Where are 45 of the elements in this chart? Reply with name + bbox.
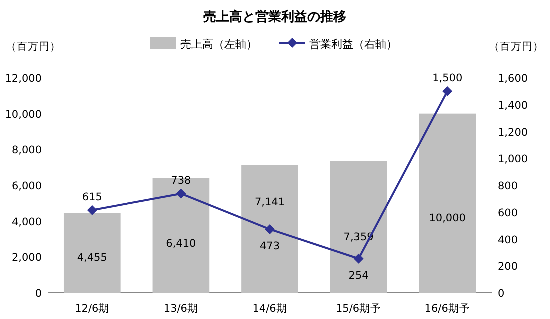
- point: [87, 205, 98, 216]
- x-tick-label: 14/6期: [252, 303, 288, 315]
- data-label: 615: [82, 191, 102, 204]
- data-label: 6,410: [166, 238, 196, 250]
- y2-tick-label: 1,200: [498, 126, 528, 139]
- y-tick-label: 4,000: [12, 216, 42, 228]
- bar: [330, 161, 388, 293]
- y-axis-title: （百万円）: [6, 41, 61, 53]
- data-label: 1,500: [432, 72, 463, 84]
- bar: [64, 213, 121, 293]
- y-tick-label: 0: [35, 288, 42, 300]
- point: [354, 254, 364, 264]
- y2-tick-label: 0: [498, 288, 505, 300]
- x-tick-label: 15/6期予: [336, 303, 382, 315]
- data-label: 10,000: [429, 212, 466, 224]
- chart-title: 売上高と営業利益の推移: [204, 9, 346, 25]
- data-label: 7,141: [254, 196, 286, 208]
- bar: [419, 114, 476, 293]
- y-tick-label: 10,000: [5, 108, 42, 121]
- y2-tick-label: 200: [498, 261, 518, 274]
- data-label: 738: [171, 174, 192, 187]
- data-label: 254: [348, 270, 370, 282]
- y2-axis-title: （百万円）: [489, 41, 544, 53]
- data-label: 4,455: [77, 252, 108, 264]
- bar: [242, 165, 298, 293]
- y2-tick-label: 600: [498, 207, 518, 220]
- y2-tick-label: 400: [498, 234, 518, 246]
- point: [176, 188, 186, 199]
- bar: [152, 178, 210, 293]
- legend-label: 営業利益（右軸）: [310, 38, 398, 51]
- data-label: 473: [260, 240, 280, 252]
- y2-tick-label: 1,600: [498, 73, 528, 85]
- y2-tick-label: 800: [498, 180, 518, 192]
- y-tick-label: 8,000: [12, 144, 42, 157]
- x-tick-label: 12/6期: [75, 303, 110, 315]
- point: [265, 224, 275, 234]
- y2-tick-label: 1,000: [498, 154, 528, 166]
- y2-tick-label: 1,400: [498, 100, 528, 112]
- y-tick-label: 6,000: [12, 180, 42, 192]
- x-tick-label: 16/6期予: [424, 303, 470, 315]
- point: [442, 86, 453, 96]
- y-tick-label: 12,000: [5, 73, 42, 85]
- x-tick-label: 13/6期: [164, 303, 198, 315]
- legend-label: 売上高（左軸）: [180, 38, 258, 51]
- y-tick-label: 2,000: [12, 252, 42, 264]
